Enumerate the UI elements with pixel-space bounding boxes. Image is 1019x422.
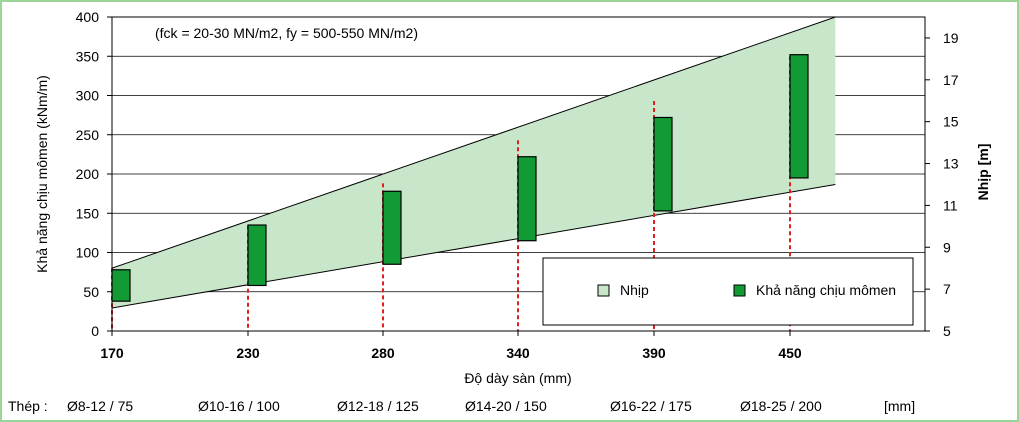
- y-tick-label: 200: [76, 166, 100, 182]
- y-tick-label: 50: [83, 284, 99, 300]
- moment-bar: [653, 116, 673, 212]
- y2-tick-label: 11: [943, 197, 958, 213]
- steel-label: Thép :: [8, 398, 48, 414]
- chart-annotation: (fck = 20-30 MN/m2, fy = 500-550 MN/m2): [155, 25, 418, 41]
- y-axis-ticks: 0 50 100 150 200 250 300 350 400: [76, 9, 112, 339]
- y2-axis-ticks: 5 7 9 11 13 15 17 19: [925, 30, 959, 339]
- y-tick-label: 400: [76, 9, 100, 25]
- legend-swatch-span: [597, 284, 610, 297]
- span-band: [112, 17, 836, 308]
- steel-item: Ø10-16 / 100: [198, 398, 280, 414]
- y2-tick-label: 17: [943, 72, 959, 88]
- steel-item: Ø14-20 / 150: [465, 398, 547, 414]
- y-tick-label: 350: [76, 48, 100, 64]
- y2-tick-label: 7: [943, 281, 951, 297]
- y-tick-label: 0: [91, 323, 99, 339]
- y-tick-label: 150: [76, 205, 100, 221]
- moment-bars: [111, 54, 809, 302]
- y-tick-label: 100: [76, 245, 100, 261]
- x-axis-title: Độ dày sàn (mm): [464, 370, 571, 386]
- y2-tick-label: 5: [943, 323, 951, 339]
- y2-tick-label: 19: [943, 30, 959, 46]
- x-axis-ticks: 170 230 280 340 390 450: [100, 331, 802, 361]
- span-band-upper-line: [112, 17, 836, 269]
- moment-bar: [111, 269, 131, 302]
- x-tick-label: 340: [506, 345, 530, 361]
- legend-label-moment: Khả năng chịu mômen: [756, 282, 896, 298]
- legend: Nhịp Khả năng chịu mômen: [542, 257, 914, 326]
- moment-bar: [382, 190, 402, 265]
- x-tick-label: 280: [371, 345, 395, 361]
- y-tick-label: 300: [76, 88, 100, 104]
- y2-axis-title: Nhịp [m]: [975, 144, 991, 201]
- x-tick-label: 390: [642, 345, 666, 361]
- x-tick-label: 450: [778, 345, 802, 361]
- x-tick-label: 230: [236, 345, 260, 361]
- y-tick-label: 250: [76, 127, 100, 143]
- steel-item: Ø16-22 / 175: [610, 398, 692, 414]
- steel-unit: [mm]: [884, 398, 915, 414]
- y2-tick-label: 9: [943, 239, 951, 255]
- y2-tick-label: 13: [943, 156, 959, 172]
- y2-tick-label: 15: [943, 114, 959, 130]
- steel-item: Ø18-25 / 200: [740, 398, 822, 414]
- steel-item: Ø8-12 / 75: [67, 398, 133, 414]
- legend-swatch-moment: [733, 284, 746, 297]
- steel-row: Thép : Ø8-12 / 75 Ø10-16 / 100 Ø12-18 / …: [8, 398, 915, 414]
- moment-bar: [789, 54, 809, 179]
- steel-item: Ø12-18 / 125: [337, 398, 419, 414]
- y-axis-title: Khả năng chịu mômen (kNm/m): [34, 75, 50, 273]
- legend-label-span: Nhịp: [620, 282, 649, 298]
- moment-bar: [247, 224, 267, 287]
- moment-bar: [517, 156, 537, 242]
- x-tick-label: 170: [100, 345, 124, 361]
- span-band-lower-line: [112, 183, 836, 309]
